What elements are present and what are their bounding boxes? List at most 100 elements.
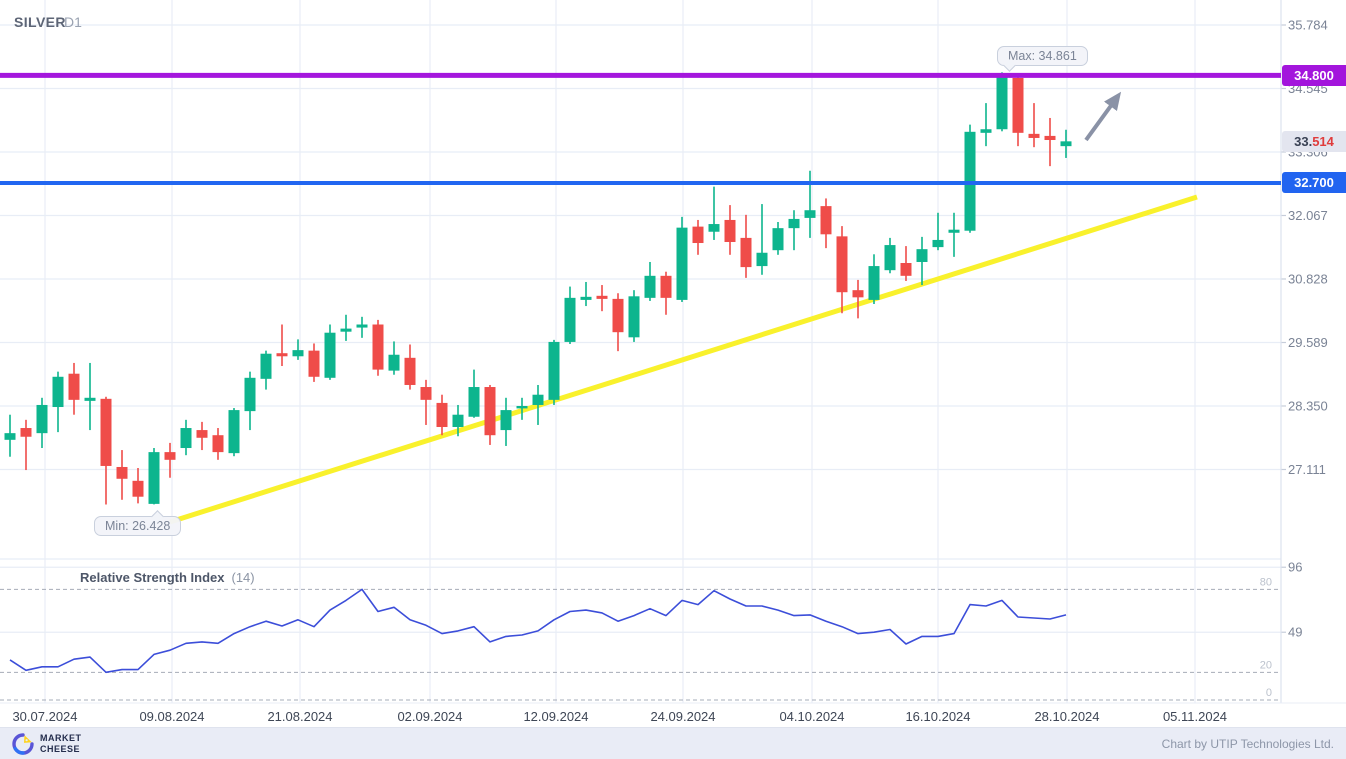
rsi-indicator-title[interactable]: Relative Strength Index (14) (80, 570, 255, 585)
horizontal-level-lines[interactable] (0, 72, 1281, 186)
market-cheese-logo-icon (12, 732, 34, 755)
candle (660, 271, 672, 315)
candle (500, 397, 512, 446)
rsi-axis-label: 49 (1288, 625, 1302, 640)
candle (116, 450, 128, 500)
candle (1012, 74, 1024, 147)
candle (580, 281, 592, 307)
candle (820, 198, 832, 249)
date-axis-label: 21.08.2024 (267, 709, 332, 724)
rsi-axis-label: 96 (1288, 560, 1302, 575)
candle (644, 261, 656, 301)
candle (68, 362, 80, 415)
candle (948, 212, 960, 257)
rsi-polyline (9, 588, 1067, 674)
candle (804, 170, 816, 238)
footer-bar: MARKET CHEESE Chart by UTIP Technologies… (0, 727, 1346, 759)
candle (436, 394, 448, 436)
candle (676, 216, 688, 302)
candle (420, 379, 432, 425)
min-tooltip-text: Min: 26.428 (105, 519, 171, 533)
candle (740, 214, 752, 278)
up-arrow-annotation[interactable] (1084, 91, 1122, 142)
support-price-badge[interactable]: 32.700 (1282, 172, 1346, 193)
max-tooltip-text: Max: 34.861 (1008, 49, 1077, 63)
candle (900, 246, 912, 281)
candles (4, 72, 1072, 505)
candle (964, 124, 976, 233)
candle (836, 226, 848, 314)
candle (1044, 117, 1056, 167)
price-axis-label: 35.784 (1288, 18, 1328, 33)
trend-arrow[interactable] (1084, 91, 1122, 142)
candle (932, 212, 944, 251)
date-axis-label: 05.11.2024 (1163, 709, 1227, 724)
rsi-level-label: 0 (1266, 687, 1272, 699)
timeframe-label[interactable]: D1 (64, 14, 82, 30)
candle (756, 204, 768, 275)
price-axis-label: 30.828 (1288, 271, 1328, 286)
candle (52, 371, 64, 433)
brand-name-top: MARKET (40, 733, 82, 744)
candle (980, 103, 992, 147)
max-price-tooltip: Max: 34.861 (997, 46, 1088, 72)
candle (788, 210, 800, 251)
candle (212, 428, 224, 460)
min-price-tooltip: Min: 26.428 (94, 510, 182, 536)
date-axis-label: 16.10.2024 (905, 709, 970, 724)
date-axis-label: 24.09.2024 (650, 709, 715, 724)
candle (340, 314, 352, 341)
candle (228, 408, 240, 457)
candle (148, 448, 160, 505)
candle (276, 324, 288, 367)
candle (388, 341, 400, 375)
rsi-title-text: Relative Strength Index (80, 570, 225, 585)
candle (852, 279, 864, 319)
resistance-price-badge[interactable]: 34.800 (1282, 65, 1346, 86)
symbol-title: SILVER (14, 14, 66, 30)
candle (260, 350, 272, 390)
date-axis-label: 09.08.2024 (139, 709, 204, 724)
chart-credit: Chart by UTIP Technologies Ltd. (1161, 736, 1334, 751)
trendline[interactable] (169, 194, 1198, 525)
candle (1028, 103, 1040, 148)
candle (916, 236, 928, 286)
candle (724, 205, 736, 255)
date-axis-label: 12.09.2024 (523, 709, 588, 724)
candle (372, 319, 384, 376)
candle (308, 343, 320, 382)
candle (164, 442, 176, 478)
price-axis-label: 28.350 (1288, 398, 1328, 413)
candle (132, 468, 144, 504)
brand: MARKET CHEESE (12, 732, 82, 755)
candle (196, 421, 208, 451)
candle (532, 384, 544, 425)
candle (708, 186, 720, 240)
current-price-int: 33. (1294, 134, 1313, 149)
candle (244, 371, 256, 431)
rsi-level-label: 20 (1260, 659, 1272, 671)
yellow-trendline[interactable] (169, 194, 1198, 525)
candle (884, 237, 896, 274)
candle (612, 293, 624, 352)
candle (4, 414, 16, 457)
candle (36, 397, 48, 449)
candle (292, 339, 304, 360)
candle (516, 397, 528, 420)
candle (484, 384, 496, 445)
candle (628, 290, 640, 342)
brand-name-bottom: CHEESE (40, 743, 81, 754)
candle (868, 254, 880, 305)
rsi-line (9, 588, 1067, 674)
candle (452, 404, 464, 437)
candle (564, 286, 576, 344)
candle (596, 285, 608, 312)
current-price-frac: 514 (1312, 134, 1334, 149)
grid-lines (0, 0, 1346, 704)
price-axis-label: 32.067 (1288, 208, 1328, 223)
current-price-badge: 33. 514 (1282, 131, 1346, 152)
candle (100, 396, 112, 505)
candle (1060, 129, 1072, 158)
